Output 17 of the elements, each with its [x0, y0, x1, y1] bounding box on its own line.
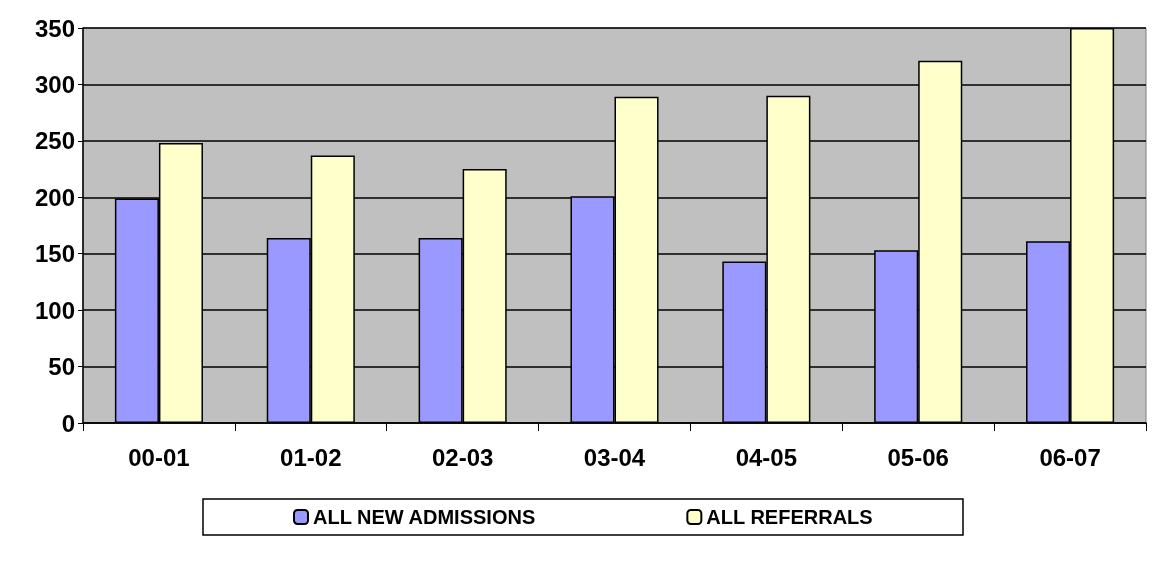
y-tick-label: 300 [34, 70, 75, 98]
legend-label: ALL REFERRALS [706, 506, 873, 528]
x-tick-label: 01-02 [280, 443, 342, 471]
x-tick-label: 06-07 [1039, 443, 1101, 471]
x-tick-label: 03-04 [583, 443, 646, 471]
y-tick-label: 150 [34, 240, 75, 268]
y-tick-label: 350 [34, 14, 75, 42]
x-tick-label: 05-06 [887, 443, 949, 471]
x-tick-label: 04-05 [735, 443, 798, 471]
x-tick-label: 00-01 [128, 443, 190, 471]
y-tick-label: 100 [34, 296, 75, 324]
y-tick-label: 250 [34, 127, 75, 155]
x-tick-label: 02-03 [431, 443, 494, 471]
legend-label: ALL NEW ADMISSIONS [313, 506, 536, 528]
y-tick-label: 0 [61, 409, 75, 437]
y-tick-label: 200 [34, 183, 75, 211]
y-tick-label: 50 [48, 353, 75, 381]
